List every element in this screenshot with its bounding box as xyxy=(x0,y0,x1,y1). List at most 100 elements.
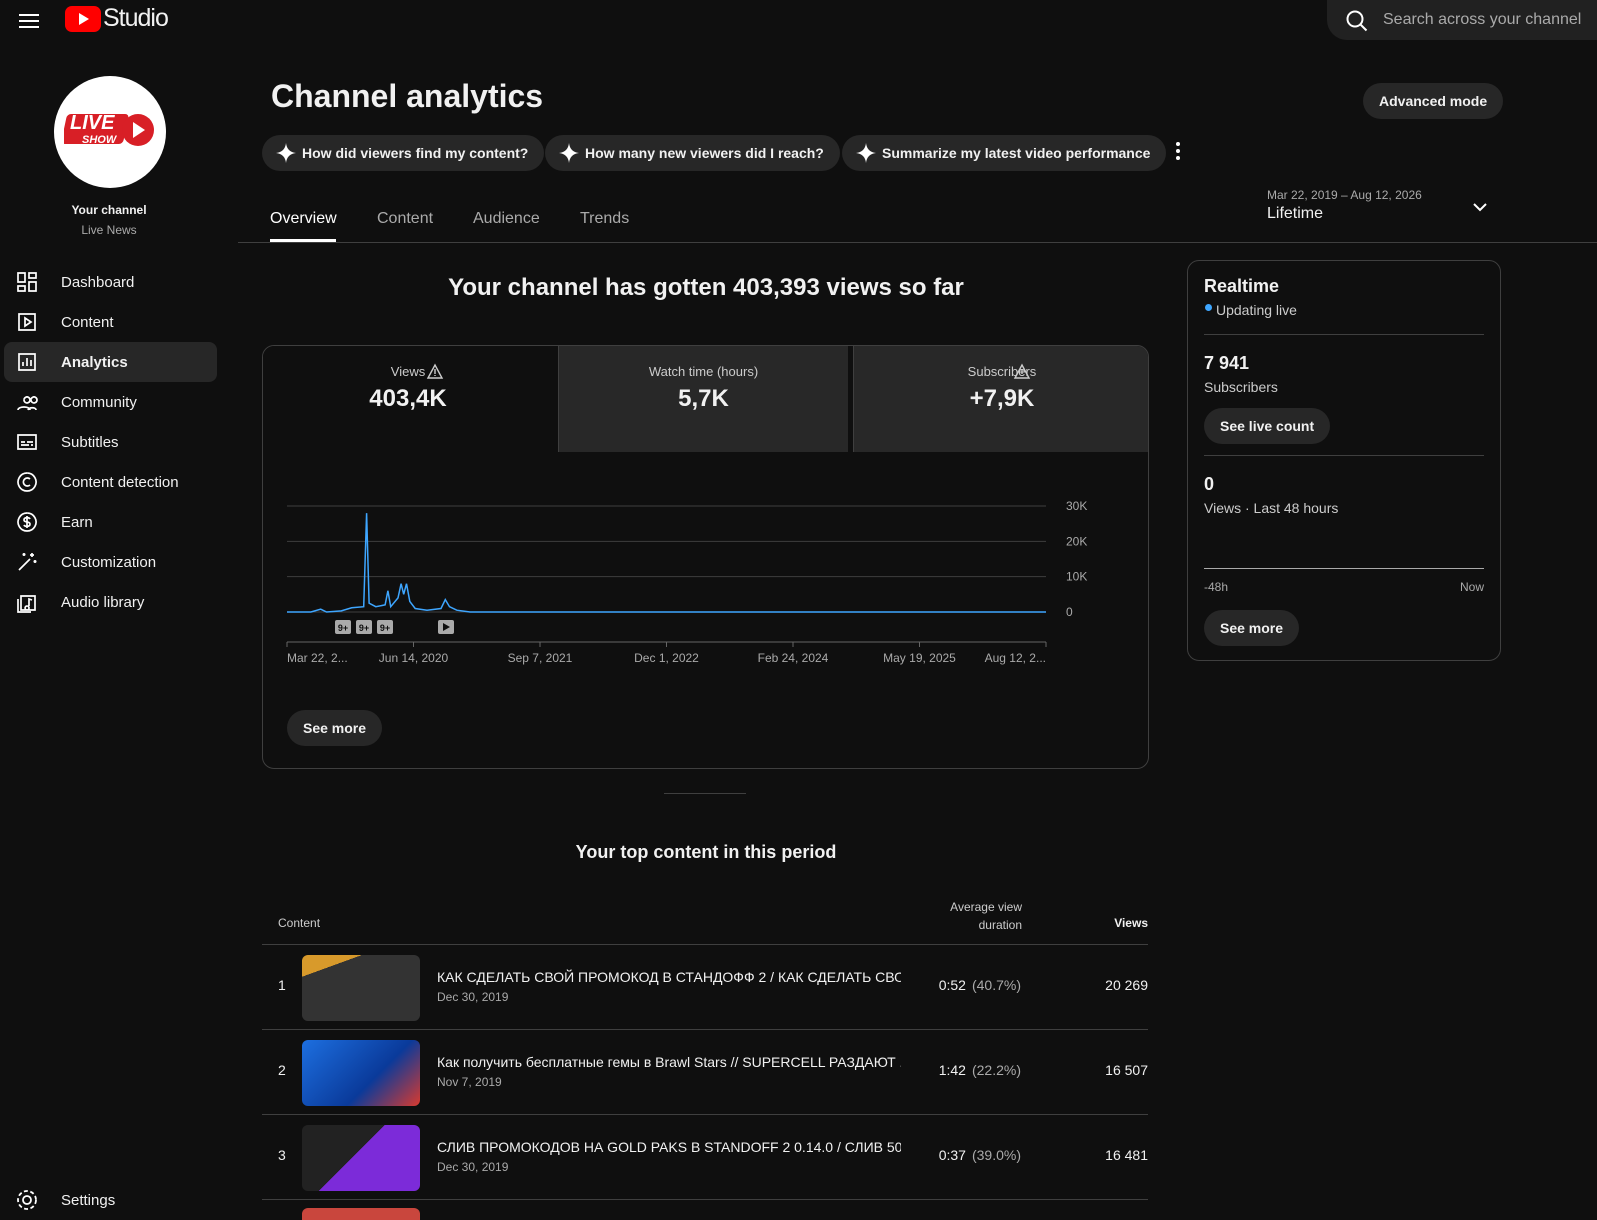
live-count-button[interactable]: See live count xyxy=(1204,408,1331,444)
nav-item[interactable]: Audio library xyxy=(4,582,217,622)
nav-item[interactable]: Customization xyxy=(4,542,217,582)
realtime-axis-label: Now xyxy=(1459,580,1484,594)
thumbnail[interactable] xyxy=(302,1125,420,1191)
x-tick-label: Sep 7, 2021 xyxy=(508,651,573,665)
nav-icon-path xyxy=(17,396,38,411)
nav-item[interactable]: Community xyxy=(4,382,217,422)
nav-label: Audio library xyxy=(61,593,145,611)
divider xyxy=(664,793,746,794)
divider xyxy=(262,944,1148,945)
spark-path xyxy=(559,143,579,163)
nav-icon xyxy=(17,434,37,450)
tab[interactable]: Overview xyxy=(270,210,337,227)
duration: 0:52 xyxy=(938,977,966,993)
rank: 3 xyxy=(278,1147,286,1163)
nav-item[interactable]: Subtitles xyxy=(4,422,217,462)
realtime-title: Realtime xyxy=(1204,276,1280,296)
warning-icon xyxy=(1013,363,1031,379)
spark-icon xyxy=(276,143,296,163)
nav-item[interactable]: Content detection xyxy=(4,462,217,502)
thumbnail[interactable] xyxy=(302,1040,420,1106)
thumbnail[interactable] xyxy=(302,955,420,1021)
dropdown-icon[interactable] xyxy=(1472,201,1488,213)
menu-icon[interactable] xyxy=(18,12,40,30)
video-date: Dec 30, 2019 xyxy=(437,1160,509,1174)
nav-label: Analytics xyxy=(61,353,128,371)
nav-item[interactable]: Settings xyxy=(4,1180,217,1220)
video-marker-icon xyxy=(443,623,450,631)
y-tick-label: 0 xyxy=(1066,605,1073,619)
duration: 1:42 xyxy=(938,1062,966,1078)
prompt-chip[interactable]: Summarize my latest video performance xyxy=(842,135,1167,171)
app-name[interactable]: Studio xyxy=(103,4,169,32)
tab[interactable]: Content xyxy=(377,210,434,227)
prompt-chip[interactable]: How did viewers find my content? xyxy=(262,135,545,171)
subscriber-label: Subscribers xyxy=(1204,379,1278,395)
date-range-label[interactable]: Lifetime xyxy=(1267,205,1324,222)
video-marker-label: 9+ xyxy=(359,623,369,633)
spark-path xyxy=(856,143,876,163)
metric-label: Watch time (hours) xyxy=(648,364,759,379)
content-row[interactable]: 1 КАК СДЕЛАТЬ СВОЙ ПРОМОКОД В СТАНДОФФ 2 … xyxy=(262,945,1148,1030)
views-line xyxy=(287,513,1046,613)
tab[interactable]: Audience xyxy=(473,210,540,227)
spark-icon xyxy=(856,143,876,163)
thumbnail[interactable] xyxy=(302,1208,420,1220)
video-title[interactable]: КАК СДЕЛАТЬ СВОЙ ПРОМОКОД В СТАНДОФФ 2 /… xyxy=(437,969,901,985)
metric-tab[interactable]: Watch time (hours) 5,7K xyxy=(558,346,848,452)
nav-label: Settings xyxy=(61,1191,116,1209)
see-more-button[interactable]: See more xyxy=(287,710,383,746)
nav-item[interactable]: Earn xyxy=(4,502,217,542)
content-row[interactable]: 3 СЛИВ ПРОМОКОДОВ НА GOLD PAKS В STANDOFF… xyxy=(262,1115,1148,1200)
see-more-button[interactable]: See more xyxy=(1204,610,1300,646)
metric-tab[interactable]: Subscribers +7,9K xyxy=(853,346,1148,452)
nav-item[interactable]: Content xyxy=(4,302,217,342)
nav-icon xyxy=(17,472,37,492)
search-box[interactable] xyxy=(1327,0,1597,40)
nav-icon-path xyxy=(17,472,37,492)
date-range[interactable]: Mar 22, 2019 – Aug 12, 2026 xyxy=(1267,188,1422,202)
nav-label: Community xyxy=(61,393,137,411)
y-tick-label: 10K xyxy=(1066,570,1087,584)
spark-icon xyxy=(559,143,579,163)
more-icon[interactable] xyxy=(1174,141,1182,161)
nav-label: Customization xyxy=(61,553,157,571)
column-header: Content xyxy=(278,916,321,930)
views: 16 507 xyxy=(1105,1062,1148,1078)
spark-path xyxy=(276,143,296,163)
avatar-text: SHOW xyxy=(82,134,117,146)
nav-icon-path xyxy=(17,434,37,450)
chart-card: Views 403,4K Watch time (hours) 5,7K Subsc… xyxy=(262,345,1149,769)
avg-duration: 1:42 (22.2%) xyxy=(939,1062,1021,1078)
prompt-chip[interactable]: How many new viewers did I reach? xyxy=(545,135,840,171)
nav-icon-path xyxy=(17,512,37,532)
video-title[interactable]: СЛИВ ПРОМОКОДОВ НА GOLD PAKS В STANDOFF … xyxy=(437,1139,901,1155)
video-marker xyxy=(377,620,393,634)
advanced-mode-button[interactable]: Advanced mode xyxy=(1363,83,1504,119)
nav-item[interactable]: Dashboard xyxy=(4,262,217,302)
nav-label: Content detection xyxy=(61,473,179,491)
nav-item[interactable]: Analytics xyxy=(4,342,217,382)
nav-icon-path xyxy=(18,313,36,331)
prompt-text: How did viewers find my content? xyxy=(302,145,529,161)
metric-value: 403,4K xyxy=(369,385,447,412)
x-tick-label: Dec 1, 2022 xyxy=(634,651,699,665)
nav-icon xyxy=(17,512,37,532)
video-marker-label: 9+ xyxy=(380,623,390,633)
tab[interactable]: Trends xyxy=(580,210,630,227)
channel-name: Live News xyxy=(81,223,137,237)
metric-tab[interactable]: Views 403,4K xyxy=(263,346,553,452)
video-title[interactable]: Как получить бесплатные гемы в Brawl Sta… xyxy=(437,1054,901,1070)
column-header: Views xyxy=(1114,916,1148,930)
content-row[interactable]: 2 Как получить бесплатные гемы в Brawl St… xyxy=(262,1030,1148,1115)
avg-duration: 0:37 (39.0%) xyxy=(939,1147,1021,1163)
logo-icon xyxy=(65,6,101,32)
nav-icon-path xyxy=(17,595,36,613)
nav-label: Earn xyxy=(61,513,93,531)
views: 16 481 xyxy=(1105,1147,1148,1163)
divider xyxy=(1204,334,1484,335)
divider xyxy=(238,242,1597,243)
nav-icon xyxy=(17,396,38,411)
divider xyxy=(1204,455,1484,456)
page-title: Channel analytics xyxy=(271,78,544,114)
